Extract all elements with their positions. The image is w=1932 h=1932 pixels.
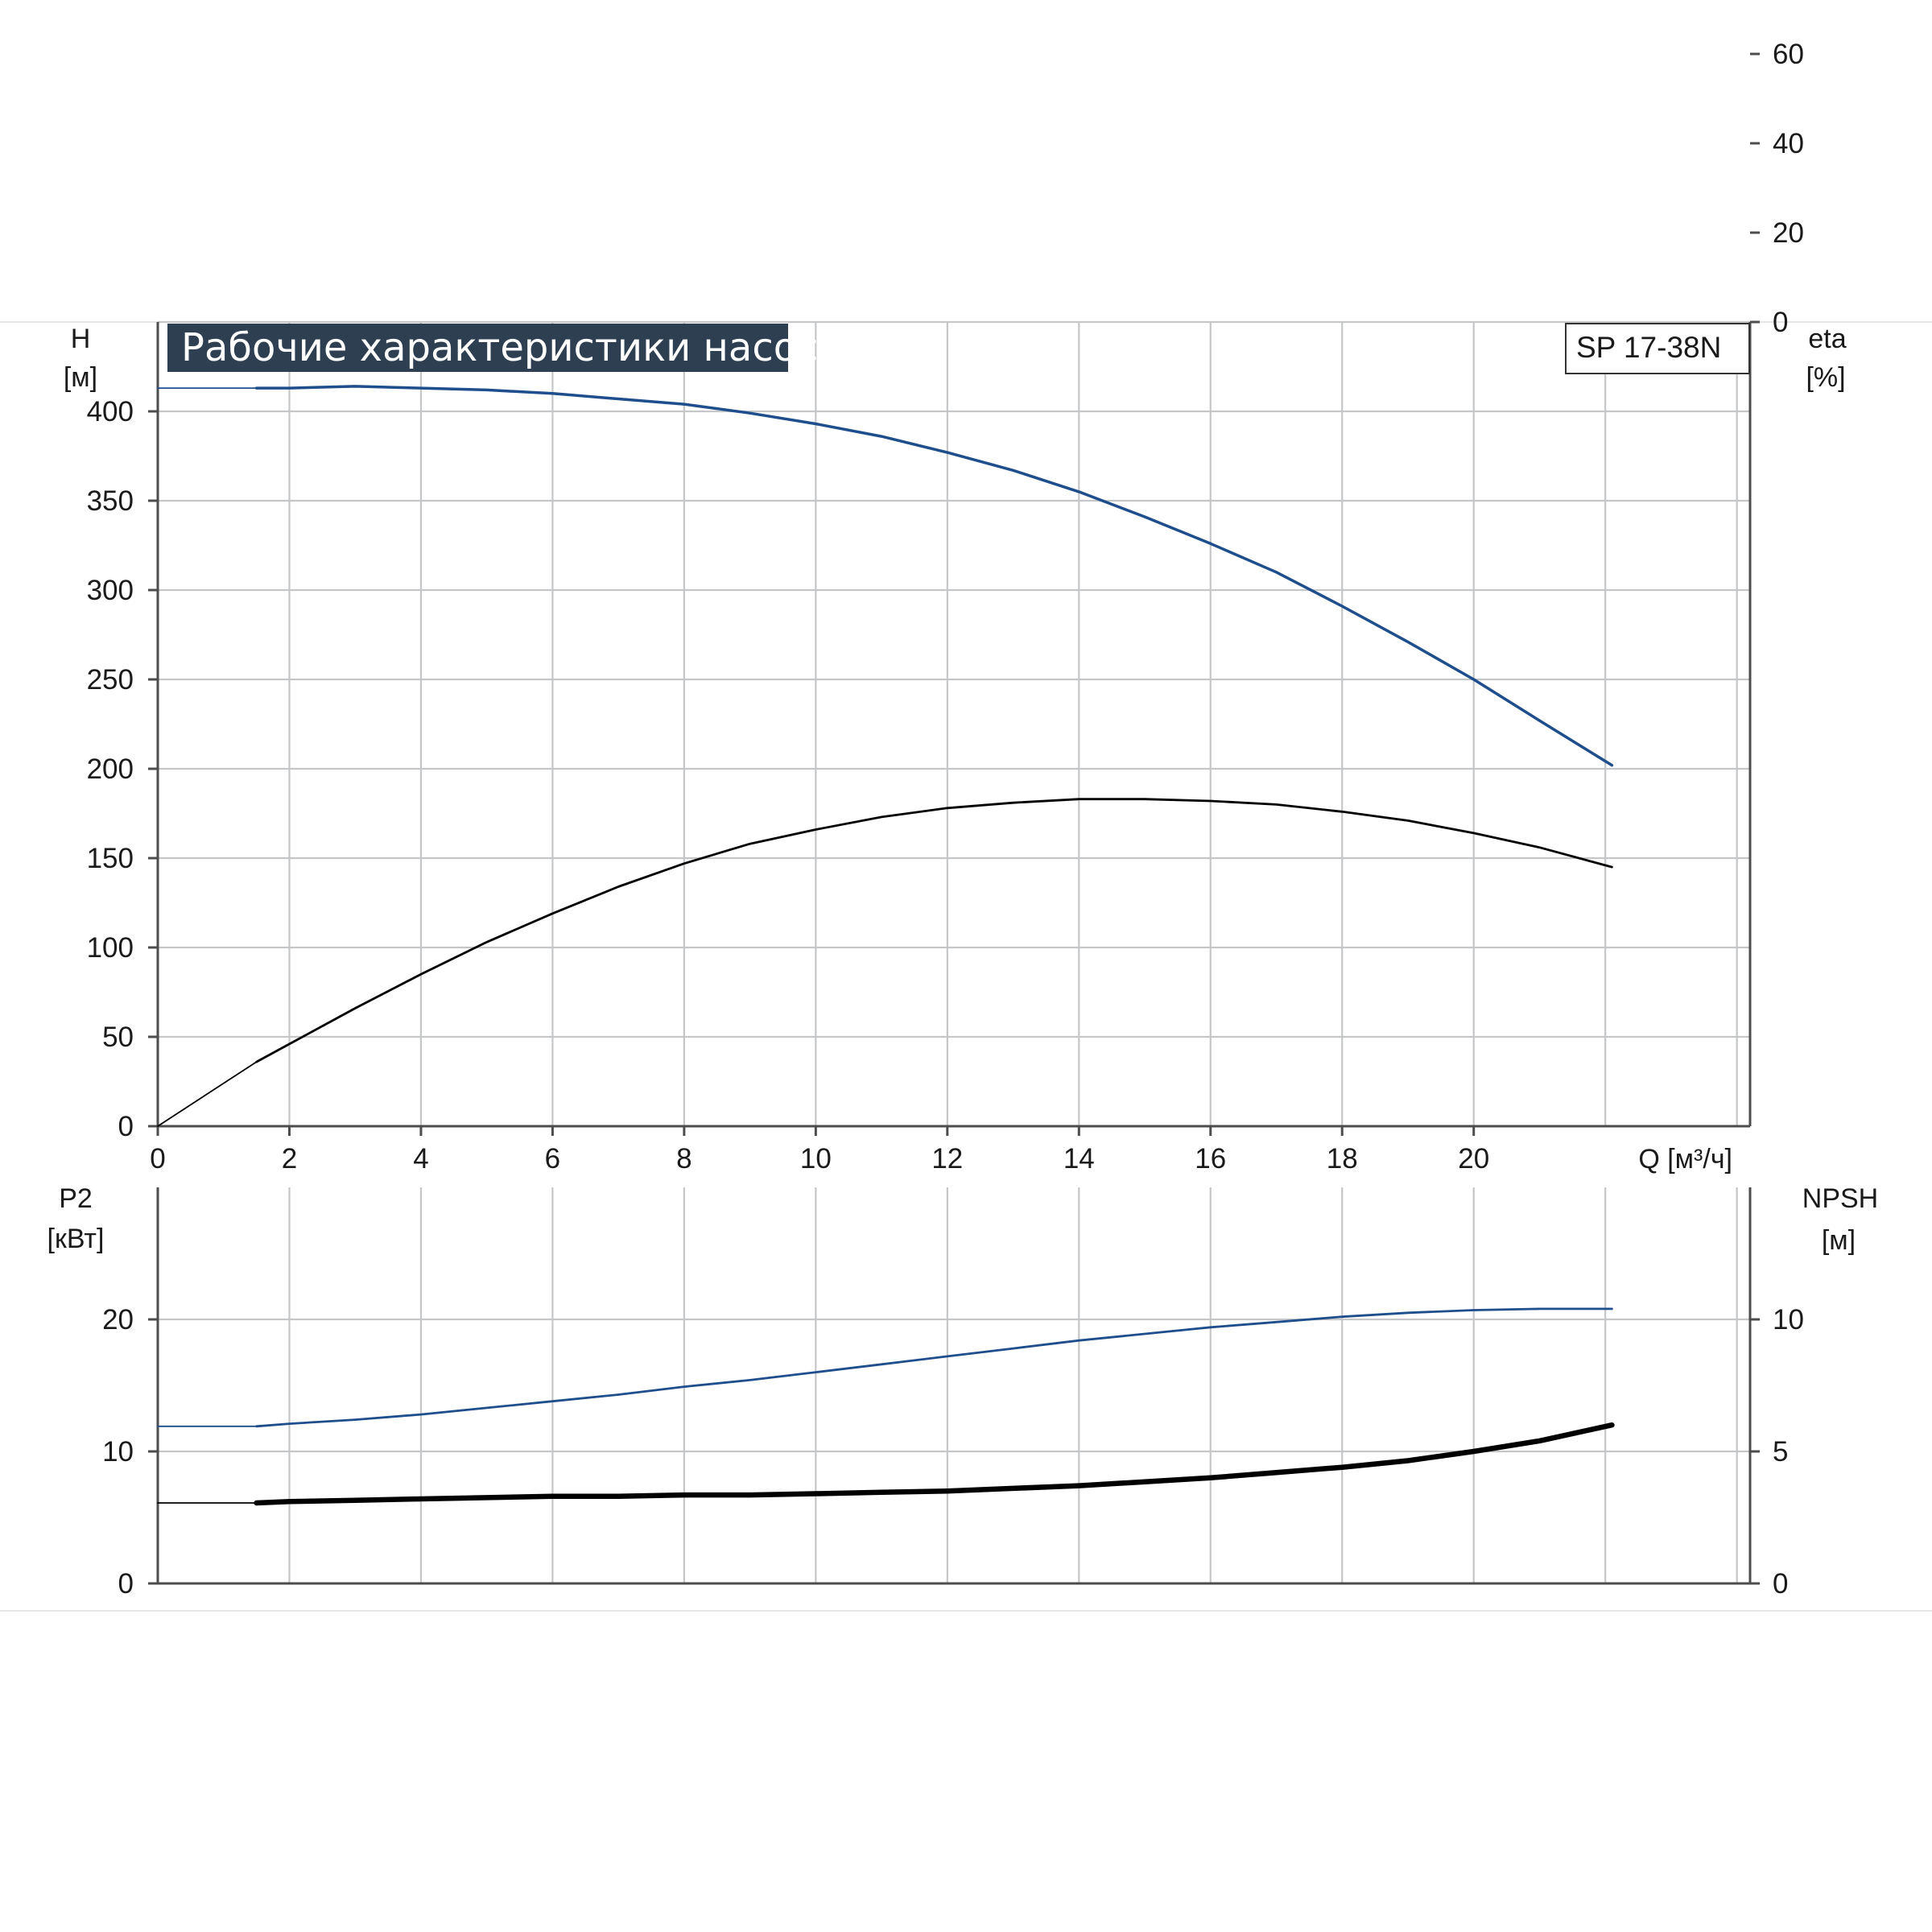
right-tick-label: 0 bbox=[1773, 1568, 1788, 1600]
eta-axis-unit: [%] bbox=[1806, 362, 1845, 393]
p2-axis-name: P2 bbox=[59, 1183, 93, 1214]
series-line bbox=[255, 1307, 1613, 1428]
x-tick-label: 2 bbox=[282, 1143, 297, 1174]
model-label: SP 17-38N bbox=[1576, 331, 1721, 364]
model-box bbox=[1565, 323, 1750, 374]
h-axis-name: H bbox=[71, 324, 91, 354]
left-tick-label: 0 bbox=[118, 1568, 134, 1600]
x-tick-label: 0 bbox=[150, 1143, 165, 1174]
left-tick-label: 20 bbox=[102, 1304, 134, 1335]
left-tick-label: 150 bbox=[87, 843, 134, 874]
x-tick-label: 18 bbox=[1327, 1143, 1358, 1174]
left-tick-label: 350 bbox=[87, 485, 134, 517]
p2-axis-unit: [кВт] bbox=[47, 1224, 105, 1254]
right-tick-label: 20 bbox=[1773, 217, 1804, 249]
upper-plot: 0501001502002503003504000204060801000246… bbox=[87, 39, 1804, 1174]
series-line bbox=[254, 1422, 1615, 1506]
title-box bbox=[167, 324, 788, 372]
left-tick-label: 250 bbox=[87, 664, 134, 696]
left-tick-label: 0 bbox=[118, 1111, 134, 1142]
x-tick-label: 20 bbox=[1458, 1143, 1489, 1174]
right-tick-label: 10 bbox=[1773, 1304, 1804, 1335]
h-axis-unit: [м] bbox=[64, 362, 97, 393]
chart-title: Рабочие характеристики насоса bbox=[181, 325, 842, 370]
left-tick-label: 50 bbox=[102, 1022, 134, 1053]
x-tick-label: 16 bbox=[1195, 1143, 1226, 1174]
eta-axis-name: eta bbox=[1808, 324, 1846, 354]
title-banner: Рабочие характеристики насоса bbox=[167, 324, 842, 372]
q-axis-label: Q [м³/ч] bbox=[1638, 1144, 1732, 1174]
x-tick-label: 14 bbox=[1063, 1143, 1095, 1174]
x-tick-label: 4 bbox=[413, 1143, 428, 1174]
right-tick-label: 5 bbox=[1773, 1436, 1788, 1468]
npsh-axis-name: NPSH bbox=[1802, 1183, 1878, 1214]
left-tick-label: 100 bbox=[87, 932, 134, 964]
x-tick-label: 8 bbox=[676, 1143, 691, 1174]
x-tick-label: 6 bbox=[545, 1143, 560, 1174]
left-tick-label: 10 bbox=[102, 1436, 134, 1468]
series-line bbox=[255, 798, 1613, 1063]
left-tick-label: 200 bbox=[87, 753, 134, 785]
right-tick-label: 0 bbox=[1773, 307, 1788, 338]
left-tick-label: 400 bbox=[87, 396, 134, 427]
right-tick-label: 40 bbox=[1773, 128, 1804, 159]
series-lead-line bbox=[157, 1061, 258, 1127]
right-tick-label: 60 bbox=[1773, 39, 1804, 70]
x-tick-label: 12 bbox=[931, 1143, 963, 1174]
x-tick-label: 10 bbox=[800, 1143, 832, 1174]
series-line bbox=[254, 385, 1614, 767]
npsh-axis-unit: [м] bbox=[1822, 1225, 1856, 1256]
model-badge: SP 17-38N bbox=[1565, 323, 1750, 374]
left-tick-label: 300 bbox=[87, 575, 134, 606]
lower-plot: 0 10 20 0 5 10 bbox=[102, 1187, 1804, 1600]
